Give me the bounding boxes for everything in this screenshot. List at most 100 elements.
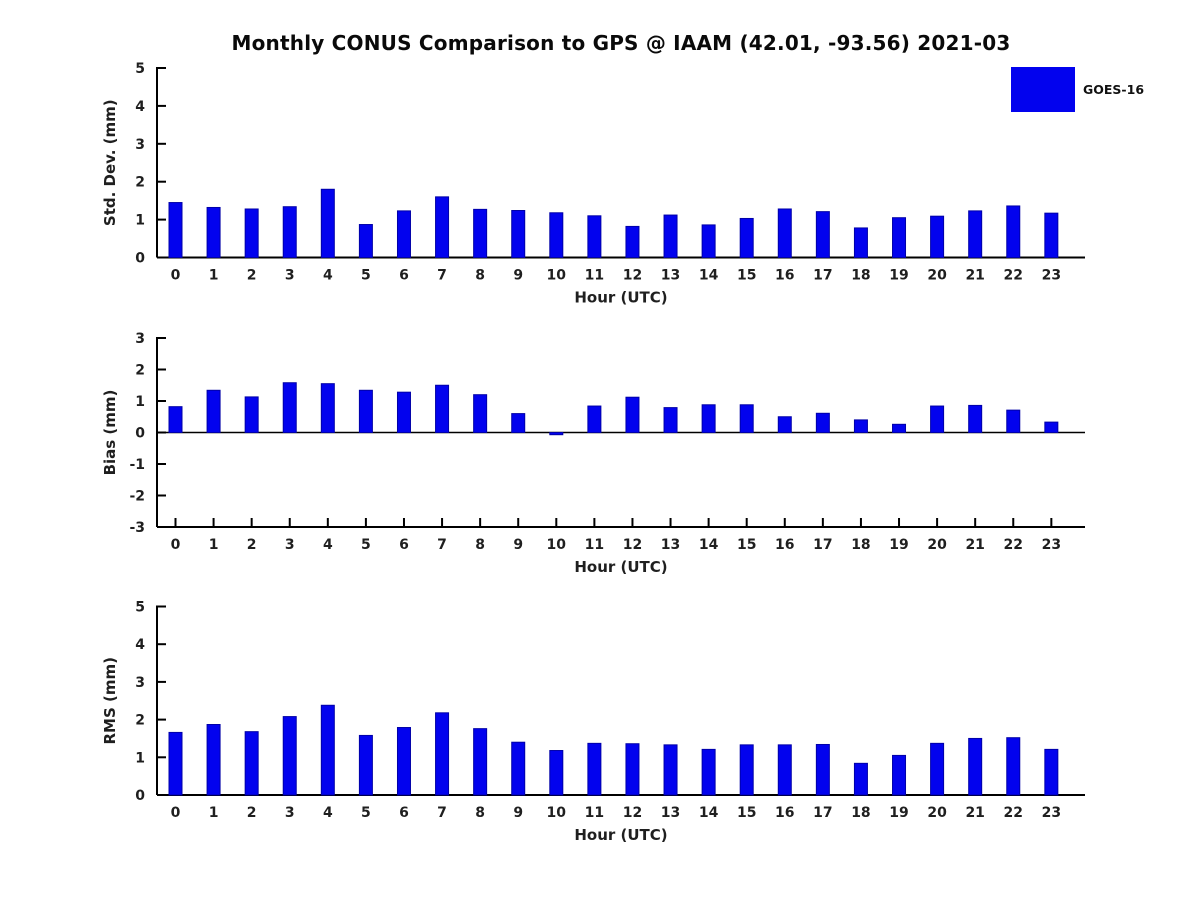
y-tick-label: 4 (135, 99, 145, 115)
stddev-bar-hour-15 (739, 217, 754, 258)
rms-bar-hour-17 (815, 743, 830, 796)
rms-bar-hour-2 (244, 731, 259, 796)
rms-bar-hour-19 (892, 754, 907, 796)
x-tick-label: 22 (1004, 537, 1023, 553)
x-axis-title: Hour (UTC) (574, 558, 667, 576)
x-tick-label: 0 (171, 805, 181, 821)
bias-bar-hour-20 (930, 405, 945, 434)
x-tick-label: 9 (513, 268, 523, 284)
y-tick-label: 3 (135, 331, 145, 347)
x-tick-label: 6 (399, 805, 409, 821)
x-tick-label: 17 (813, 537, 832, 553)
x-axis-title: Hour (UTC) (574, 289, 667, 307)
rms-bar-hour-6 (396, 727, 411, 796)
x-tick-label: 11 (585, 268, 604, 284)
x-tick-label: 13 (661, 537, 680, 553)
y-tick-label: 5 (135, 600, 145, 616)
bias-bar-hour-3 (282, 382, 297, 434)
rms-bar-hour-13 (663, 744, 678, 796)
x-tick-label: 10 (547, 537, 567, 553)
stddev-bar-hour-11 (587, 215, 602, 258)
stddev-bar-hour-2 (244, 208, 259, 259)
stddev-bar-hour-9 (511, 210, 526, 258)
stddev-bar-hour-17 (815, 211, 830, 259)
x-tick-label: 11 (585, 537, 604, 553)
rms-bar-hour-20 (930, 742, 945, 796)
y-axis-title: Bias (mm) (101, 390, 119, 476)
x-axis-title: Hour (UTC) (574, 826, 667, 844)
y-axis-title: Std. Dev. (mm) (101, 99, 119, 226)
bias-bar-hour-18 (853, 419, 868, 433)
x-tick-label: 4 (323, 805, 333, 821)
x-tick-label: 16 (775, 268, 794, 284)
x-tick-label: 15 (737, 805, 756, 821)
rms-bar-hour-22 (1006, 737, 1021, 796)
rms-bar-hour-14 (701, 748, 716, 796)
x-tick-label: 4 (323, 268, 333, 284)
x-tick-label: 13 (661, 268, 680, 284)
legend-label: GOES-16 (1083, 82, 1145, 97)
x-tick-label: 3 (285, 268, 295, 284)
bias-bar-hour-13 (663, 407, 678, 433)
y-tick-label: 0 (135, 426, 145, 442)
bias-bar-hour-6 (396, 391, 411, 433)
stddev-bar-hour-8 (473, 208, 488, 259)
x-tick-label: 21 (965, 805, 984, 821)
x-tick-label: 3 (285, 537, 295, 553)
stddev-bar-hour-7 (435, 196, 450, 258)
bias-bar-hour-4 (320, 383, 335, 433)
x-tick-label: 18 (851, 537, 870, 553)
bias-bar-hour-14 (701, 404, 716, 433)
stddev-bar-hour-19 (892, 217, 907, 258)
x-tick-label: 2 (247, 268, 257, 284)
x-tick-label: 23 (1042, 805, 1061, 821)
y-tick-label: 1 (135, 213, 145, 229)
rms-bar-hour-8 (473, 728, 488, 796)
stddev-bar-hour-21 (968, 210, 983, 258)
x-tick-label: 5 (361, 805, 371, 821)
bias-bar-hour-23 (1044, 421, 1059, 434)
rms-bar-hour-7 (435, 712, 450, 796)
x-tick-label: 1 (209, 268, 219, 284)
rms-bar-hour-1 (206, 724, 221, 796)
stddev-bar-hour-1 (206, 206, 221, 258)
x-tick-label: 20 (927, 537, 947, 553)
x-tick-label: 22 (1004, 268, 1023, 284)
x-tick-label: 5 (361, 537, 371, 553)
x-tick-label: 17 (813, 805, 832, 821)
bias-bar-hour-19 (892, 423, 907, 433)
stddev-bar-hour-6 (396, 210, 411, 258)
y-tick-label: 2 (135, 713, 145, 729)
rms-bar-hour-16 (777, 744, 792, 796)
x-tick-label: 12 (623, 268, 642, 284)
bias-bar-hour-10 (549, 432, 564, 436)
x-tick-label: 19 (889, 805, 908, 821)
x-tick-label: 14 (699, 268, 719, 284)
rms-bar-hour-9 (511, 741, 526, 796)
x-tick-label: 13 (661, 805, 680, 821)
x-tick-label: 18 (851, 268, 870, 284)
x-tick-label: 6 (399, 268, 409, 284)
x-tick-label: 5 (361, 268, 371, 284)
stddev-bar-hour-14 (701, 224, 716, 259)
bias-bar-hour-11 (587, 405, 602, 434)
y-tick-label: -2 (129, 489, 145, 505)
bias-bar-hour-17 (815, 412, 830, 434)
rms-bar-hour-4 (320, 704, 335, 796)
bias-bar-hour-22 (1006, 409, 1021, 434)
x-tick-label: 19 (889, 537, 908, 553)
bias-bar-hour-9 (511, 413, 526, 434)
x-tick-label: 15 (737, 537, 756, 553)
stddev-bar-hour-0 (168, 202, 183, 258)
bias-bar-hour-1 (206, 389, 221, 434)
y-axis-title: RMS (mm) (101, 657, 119, 744)
y-tick-label: 3 (135, 675, 145, 691)
bias-bar-hour-7 (435, 384, 450, 433)
x-tick-label: 3 (285, 805, 295, 821)
x-tick-label: 23 (1042, 268, 1061, 284)
x-tick-label: 7 (437, 805, 447, 821)
x-tick-label: 9 (513, 537, 523, 553)
bias-bar-hour-12 (625, 396, 640, 433)
legend: GOES-16 (1011, 67, 1144, 112)
rms-bar-hour-23 (1044, 748, 1059, 796)
